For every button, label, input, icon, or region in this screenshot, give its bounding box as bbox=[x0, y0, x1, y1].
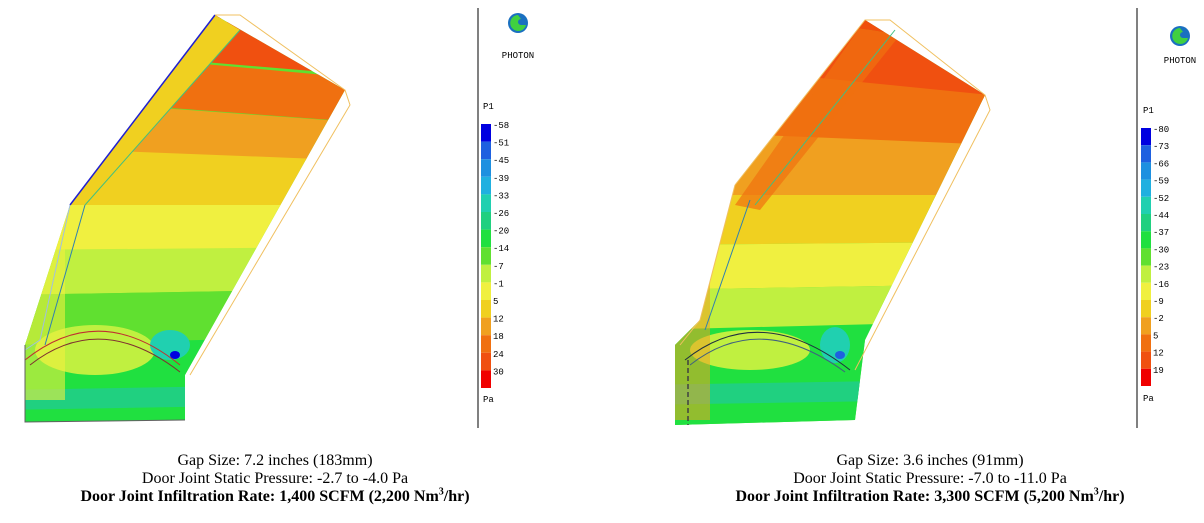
legend-title: P1 bbox=[1143, 106, 1154, 116]
gap-size-text: Gap Size: 3.6 inches (91mm) bbox=[836, 452, 1024, 469]
legend-tick-label: -2 bbox=[1153, 314, 1164, 324]
legend-unit: Pa bbox=[483, 395, 494, 405]
legend-tick-label: -20 bbox=[493, 227, 509, 237]
legend-tick-label: -73 bbox=[1153, 142, 1169, 152]
gap-size-text: Gap Size: 7.2 inches (183mm) bbox=[177, 452, 373, 469]
legend-swatch bbox=[481, 247, 491, 265]
legend-swatch bbox=[1141, 196, 1151, 214]
legend-swatch bbox=[481, 176, 491, 195]
legend-tick-label: -14 bbox=[493, 244, 509, 254]
legend-tick-label: -9 bbox=[1153, 297, 1164, 307]
contour-plot-right: PHOTON P1 -80 -73 -66 -59 -52 -44 -37 -30 -23 -16… bbox=[675, 8, 1196, 428]
legend-swatch bbox=[1141, 282, 1151, 300]
legend-swatch bbox=[1141, 368, 1151, 386]
logo-text: PHOTON bbox=[1164, 56, 1196, 66]
legend-swatch bbox=[481, 352, 491, 371]
legend-swatch bbox=[1141, 162, 1151, 180]
legend-tick-label: -23 bbox=[1153, 263, 1169, 273]
legend-tick-label: -26 bbox=[493, 209, 509, 219]
legend-swatch bbox=[1141, 231, 1151, 249]
legend-swatch bbox=[1141, 179, 1151, 197]
legend-tick-label: 12 bbox=[493, 315, 504, 325]
legend-tick-label: 19 bbox=[1153, 366, 1164, 376]
legend-tick-label: -16 bbox=[1153, 280, 1169, 290]
photon-logo-icon bbox=[1170, 26, 1190, 46]
color-legend: -80 -73 -66 -59 -52 -44 -37 -30 -23 -16 -9 -2 5 12 19 bbox=[1141, 125, 1169, 386]
legend-tick-label: 24 bbox=[493, 350, 504, 360]
legend-tick-label: -44 bbox=[1153, 211, 1169, 221]
static-pressure-text: Door Joint Static Pressure: -7.0 to -11.… bbox=[793, 470, 1067, 487]
legend-tick-label: -59 bbox=[1153, 177, 1169, 187]
panel-right: PHOTON P1 -80 -73 -66 -59 -52 -44 -37 -30 -23 -16… bbox=[640, 0, 1204, 523]
legend-swatch bbox=[1141, 317, 1151, 335]
legend-swatch bbox=[1141, 214, 1151, 232]
legend-swatch bbox=[1141, 300, 1151, 318]
legend-tick-label: -33 bbox=[493, 191, 509, 201]
legend-swatch bbox=[1141, 128, 1151, 146]
legend-tick-label: 5 bbox=[1153, 331, 1158, 341]
legend-swatch bbox=[481, 300, 491, 318]
contour-plot-left: PHOTON P1 -58 -51 -45 -39 -33 -26 -20 -14 -7 -1 5 1… bbox=[24, 8, 534, 428]
legend-tick-label: -7 bbox=[493, 262, 504, 272]
pressure-contour-field bbox=[25, 15, 345, 422]
legend-tick-label: -30 bbox=[1153, 245, 1169, 255]
legend-swatch bbox=[481, 159, 491, 177]
legend-title: P1 bbox=[483, 102, 494, 112]
legend-tick-label: -37 bbox=[1153, 228, 1169, 238]
legend-tick-label: 12 bbox=[1153, 349, 1164, 359]
color-legend: -58 -51 -45 -39 -33 -26 -20 -14 -7 -1 5 12 18 24 30 bbox=[481, 121, 509, 388]
legend-tick-label: -1 bbox=[493, 279, 504, 289]
caption: Gap Size: 7.2 inches (183mm) Door Joint … bbox=[0, 452, 575, 506]
legend-tick-label: 5 bbox=[493, 297, 498, 307]
legend-tick-label: -45 bbox=[493, 156, 509, 166]
infiltration-rate-text: Door Joint Infiltration Rate: 1,400 SCFM… bbox=[80, 486, 470, 505]
legend-swatch bbox=[1141, 351, 1151, 369]
legend-swatch bbox=[481, 282, 491, 300]
legend-tick-label: 30 bbox=[493, 367, 504, 377]
static-pressure-text: Door Joint Static Pressure: -2.7 to -4.0… bbox=[141, 470, 409, 487]
caption: Gap Size: 3.6 inches (91mm) Door Joint S… bbox=[630, 452, 1204, 506]
legend-swatch bbox=[481, 141, 491, 160]
infiltration-rate-text: Door Joint Infiltration Rate: 3,300 SCFM… bbox=[735, 486, 1125, 505]
legend-swatch bbox=[481, 194, 491, 212]
legend-swatch bbox=[481, 264, 491, 283]
legend-swatch bbox=[1141, 265, 1151, 283]
legend-swatch bbox=[481, 229, 491, 248]
photon-logo-icon bbox=[508, 13, 528, 33]
legend-swatch bbox=[481, 335, 491, 353]
legend-unit: Pa bbox=[1143, 394, 1154, 404]
legend-tick-label: 18 bbox=[493, 332, 504, 342]
legend-tick-label: -39 bbox=[493, 174, 509, 184]
logo-text: PHOTON bbox=[502, 51, 534, 61]
legend-swatch bbox=[1141, 145, 1151, 163]
legend-tick-label: -52 bbox=[1153, 194, 1169, 204]
legend-swatch bbox=[481, 212, 491, 230]
legend-tick-label: -51 bbox=[493, 139, 509, 149]
legend-swatch bbox=[1141, 248, 1151, 266]
legend-swatch bbox=[1141, 334, 1151, 352]
legend-swatch bbox=[481, 370, 491, 388]
legend-swatch bbox=[481, 317, 491, 336]
panel-left: PHOTON P1 -58 -51 -45 -39 -33 -26 -20 -14 -7 -1 5 1… bbox=[0, 0, 600, 523]
legend-swatch bbox=[481, 124, 491, 142]
legend-tick-label: -80 bbox=[1153, 125, 1169, 135]
legend-tick-label: -58 bbox=[493, 121, 509, 131]
legend-tick-label: -66 bbox=[1153, 159, 1169, 169]
